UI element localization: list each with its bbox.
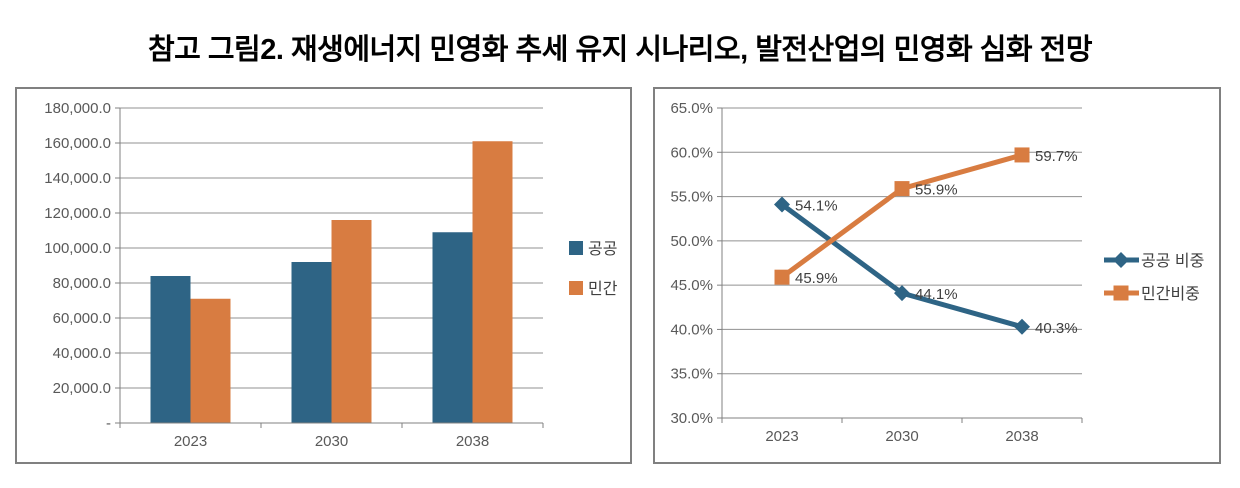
x-axis-tick-label: 2023	[174, 433, 207, 450]
legend-label: 공공 비중	[1141, 252, 1204, 270]
legend-label: 민간	[588, 280, 618, 298]
bar-민간-2038	[472, 141, 513, 423]
y-axis-tick-label: 140,000.0	[44, 170, 111, 187]
y-axis-tick-label: 120,000.0	[44, 205, 111, 222]
x-axis-tick-label: 2023	[765, 428, 798, 445]
y-axis-tick-label: 20,000.0	[53, 380, 111, 397]
legend-label: 민간비중	[1141, 285, 1200, 303]
line-series-민간비중	[780, 152, 1023, 280]
bar-chart-panel: 180,000.0 160,000.0 140,000.0 120,000.0 100,…	[15, 87, 632, 464]
bar-chart: 180,000.0 160,000.0 140,000.0 120,000.0 100,…	[44, 100, 618, 450]
y-axis-tick-label: 55.0%	[670, 189, 713, 206]
y-axis-tick-label: 45.0%	[670, 277, 713, 294]
bar-공공-2030	[291, 262, 332, 423]
y-axis-tick-label: 30.0%	[670, 410, 713, 427]
square-marker	[774, 269, 790, 285]
square-marker	[1014, 147, 1030, 163]
y-axis-tick-label: 100,000.0	[44, 240, 111, 257]
bar-공공-2038	[432, 232, 473, 423]
diamond-marker	[894, 285, 910, 302]
line-chart: 65.0% 60.0% 55.0% 50.0% 45.0% 40.0% 35.0% 30.0%…	[670, 100, 1204, 445]
x-axis-tick-label: 2030	[885, 428, 918, 445]
legend-label: 공공	[588, 241, 617, 258]
bar-민간-2023	[190, 298, 231, 423]
figure-title: 참고 그림2. 재생에너지 민영화 추세 유지 시나리오, 발전산업의 민영화 …	[147, 34, 1093, 66]
diamond-marker	[1113, 252, 1129, 268]
square-marker	[1113, 285, 1129, 301]
line-series-공공 비중	[780, 202, 1023, 330]
data-label: 45.9%	[795, 270, 838, 287]
bar-공공-2023	[150, 276, 191, 423]
data-label: 59.7%	[1035, 148, 1078, 165]
data-label: 55.9%	[915, 182, 958, 199]
x-axis-tick-label: 2038	[1005, 428, 1038, 445]
line-chart-panel: 65.0% 60.0% 55.0% 50.0% 45.0% 40.0% 35.0% 30.0%…	[653, 87, 1221, 464]
y-axis-tick-label: 80,000.0	[53, 275, 111, 292]
y-axis-tick-label: 40,000.0	[53, 345, 111, 362]
data-label: 54.1%	[795, 198, 838, 215]
diamond-marker	[1014, 318, 1030, 335]
y-axis-tick-label: 160,000.0	[44, 135, 111, 152]
y-axis-tick-label: 50.0%	[670, 233, 713, 250]
y-axis-tick-label: -	[106, 415, 111, 432]
y-axis-tick-label: 35.0%	[670, 366, 713, 383]
data-label: 40.3%	[1035, 320, 1078, 337]
y-axis-tick-label: 60,000.0	[53, 310, 111, 327]
x-axis-tick-label: 2038	[456, 433, 489, 450]
y-axis-tick-label: 60.0%	[670, 144, 713, 161]
y-axis-tick-label: 180,000.0	[44, 100, 111, 117]
legend-swatch-공공	[569, 241, 583, 255]
y-axis-tick-label: 65.0%	[670, 100, 713, 117]
y-axis-tick-label: 40.0%	[670, 321, 713, 338]
legend-swatch-민간	[569, 281, 583, 295]
square-marker	[894, 181, 910, 197]
bar-민간-2030	[331, 220, 372, 423]
x-axis-tick-label: 2030	[315, 433, 348, 450]
diamond-marker	[774, 196, 790, 213]
data-label: 44.1%	[915, 286, 958, 303]
